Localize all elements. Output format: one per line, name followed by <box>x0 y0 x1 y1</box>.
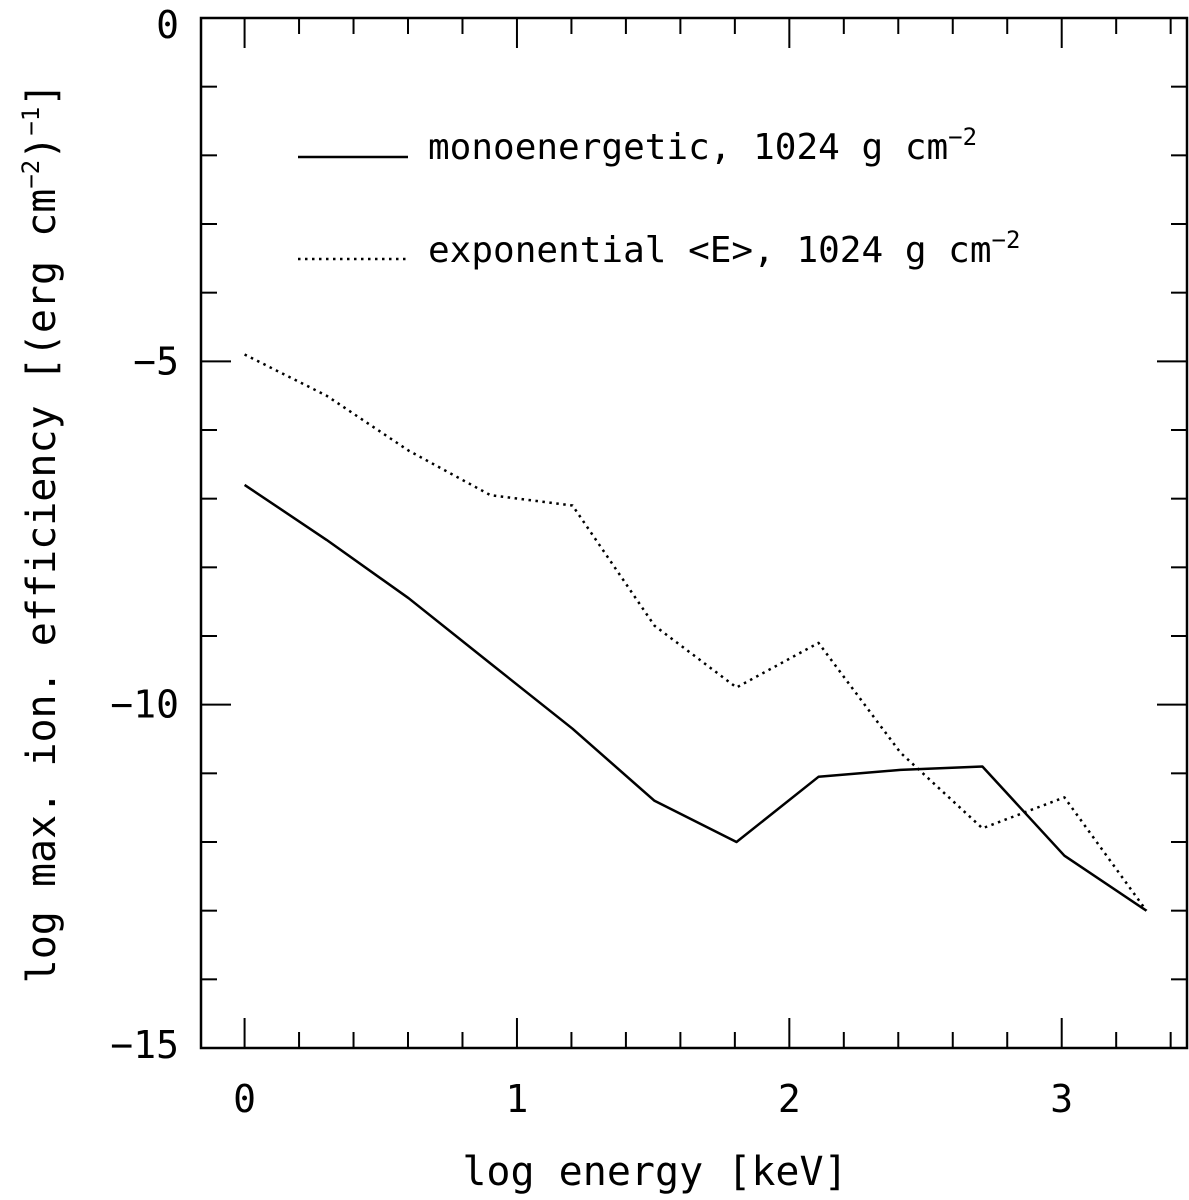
legend-label-exponential: exponential <E>, 1024 g cm−2 <box>428 226 1020 271</box>
x-tick-label: 3 <box>1050 1077 1073 1121</box>
y-axis-title-mid: ) <box>19 136 65 160</box>
y-tick-label: 0 <box>156 3 179 47</box>
legend-label-exponential-text: exponential <E>, 1024 g cm <box>428 230 992 271</box>
axis-tick-labels: 0 1 2 3 0 −5 −10 −15 <box>110 3 1073 1121</box>
series-line-monoenergetic <box>243 483 1148 912</box>
y-axis-title: log max. ion. efficiency [(erg cm−2)−1] <box>17 83 65 984</box>
y-axis-title-post: ] <box>19 83 65 107</box>
legend-label-monoenergetic: monoenergetic, 1024 g cm−2 <box>428 123 977 168</box>
y-axis-title-pre: log max. ion. efficiency [(erg cm <box>19 189 65 984</box>
x-tick-label: 1 <box>506 1077 529 1121</box>
y-tick-label: −10 <box>110 683 179 727</box>
y-axis-title-exp2: −1 <box>17 107 45 136</box>
legend-label-monoenergetic-text: monoenergetic, 1024 g cm <box>428 127 948 168</box>
y-axis-title-exp1: −2 <box>17 160 45 189</box>
legend: monoenergetic, 1024 g cm−2 exponential <… <box>298 123 1020 271</box>
x-tick-label: 2 <box>778 1077 801 1121</box>
y-tick-label: −15 <box>110 1023 179 1067</box>
y-tick-label: −5 <box>133 339 179 383</box>
series-line-exponential <box>244 353 1148 912</box>
x-axis-title: log energy [keV] <box>462 1149 847 1195</box>
plot-frame <box>199 16 1189 1050</box>
x-tick-label: 0 <box>233 1077 256 1121</box>
legend-label-exponential-exp: −2 <box>992 226 1021 254</box>
series-lines <box>243 353 1148 912</box>
axis-ticks <box>201 17 1187 1049</box>
legend-label-monoenergetic-exp: −2 <box>948 123 977 151</box>
